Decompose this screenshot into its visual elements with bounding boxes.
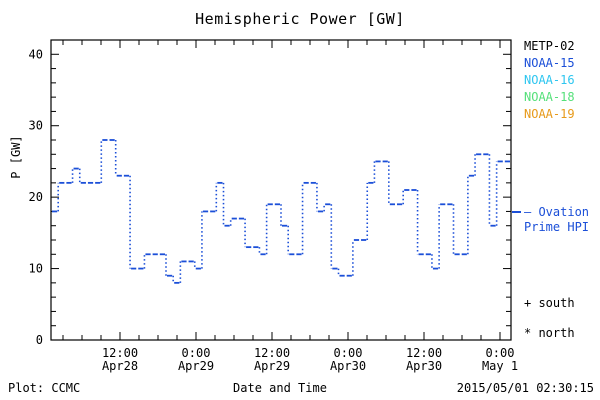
legend-item-noaa-19: NOAA-19	[524, 107, 575, 121]
x-tick-time: 0:00	[334, 346, 363, 360]
y-tick-label: 0	[36, 333, 43, 347]
ovation-label-line2: Prime HPI	[524, 220, 590, 234]
y-tick-label: 30	[29, 119, 43, 133]
x-tick-time: 12:00	[254, 346, 290, 360]
x-tick-time: 12:00	[406, 346, 442, 360]
legend-item-noaa-15: NOAA-15	[524, 56, 575, 70]
y-axis-label: P [GW]	[9, 135, 23, 179]
x-tick-date: May 1	[482, 359, 518, 373]
y-tick-label: 10	[29, 262, 43, 276]
x-tick-time: 0:00	[182, 346, 211, 360]
x-tick-date: Apr29	[254, 359, 290, 373]
legend-item-noaa-18: NOAA-18	[524, 90, 575, 104]
footer-plot-source: Plot: CCMC	[8, 381, 81, 395]
south-marker-label: + south	[524, 296, 575, 310]
legend-item-noaa-16: NOAA-16	[524, 73, 575, 87]
x-tick-time: 12:00	[102, 346, 138, 360]
ovation-label-line1: — Ovation	[524, 205, 590, 219]
legend-item-metp-02: METP-02	[524, 39, 575, 53]
x-tick-date: Apr29	[178, 359, 214, 373]
ovation-line-swatch	[512, 211, 521, 213]
north-marker-label: * north	[524, 326, 575, 340]
page-title: Hemispheric Power [GW]	[195, 10, 405, 28]
x-tick-date: Apr30	[406, 359, 442, 373]
x-axis-label: Date and Time	[233, 381, 327, 395]
legend: METP-02 NOAA-15 NOAA-16 NOAA-18 NOAA-19	[524, 38, 575, 123]
x-tick-time: 0:00	[486, 346, 515, 360]
plot-frame	[50, 39, 512, 341]
y-tick-label: 20	[29, 190, 43, 204]
y-tick-label: 40	[29, 47, 43, 61]
x-tick-date: Apr28	[102, 359, 138, 373]
footer-timestamp: 2015/05/01 02:30:15	[456, 381, 594, 395]
x-tick-date: Apr30	[330, 359, 366, 373]
ovation-prime-hpi-label: — Ovation Prime HPI	[524, 205, 589, 235]
